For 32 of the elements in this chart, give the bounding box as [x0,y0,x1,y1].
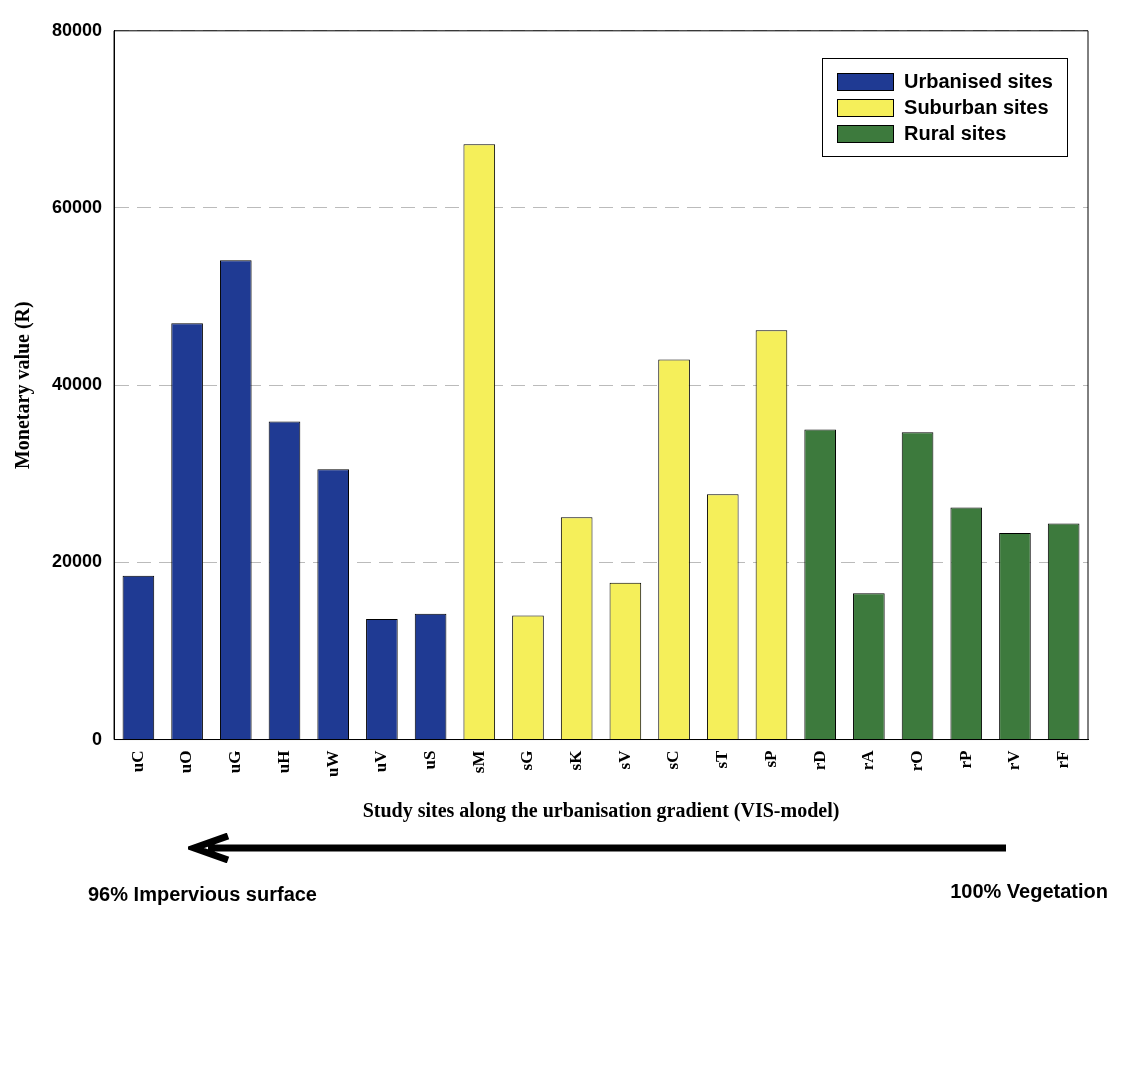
legend-label: Rural sites [904,122,1007,145]
x-tick-label: rP [955,750,975,769]
x-tick-label: sP [760,750,780,768]
x-tick-label: uC [127,750,147,773]
x-tick-label: sT [712,749,732,769]
x-tick-label: uG [225,750,245,774]
legend-label: Urbanised sites [904,70,1053,93]
x-tick-label: sM [468,750,488,774]
legend-label: Suburban sites [904,96,1049,119]
x-tick-label: rD [809,750,829,771]
x-tick-label: uS [419,750,439,770]
x-axis-title: Study sites along the urbanisation gradient (VIS-model) [362,799,840,823]
x-tick-label: uV [371,749,391,773]
text: 100% Vegetation [950,880,1108,903]
y-tick-label: 80000 [51,19,103,40]
x-tick-label: uH [273,750,293,774]
y-tick-label: 60000 [51,196,103,217]
y-tick-label: 40000 [51,374,103,395]
x-tick-label: rA [858,749,878,771]
x-tick-label: sG [517,750,537,771]
x-tick-label: uW [322,750,342,778]
x-tick-label: rF [1053,750,1073,769]
x-tick-label: rO [906,750,926,772]
y-axis-title: Monetary value (R) [11,301,35,470]
x-tick-label: sK [566,749,586,771]
x-tick-label: sC [663,750,683,770]
x-tick-label: rV [1004,749,1024,771]
text: 96% Impervious surface [88,883,317,906]
x-tick-label: uO [176,750,196,774]
x-tick-label: sV [614,749,634,770]
y-tick-label: 0 [92,728,103,749]
y-tick-label: 20000 [51,551,103,572]
